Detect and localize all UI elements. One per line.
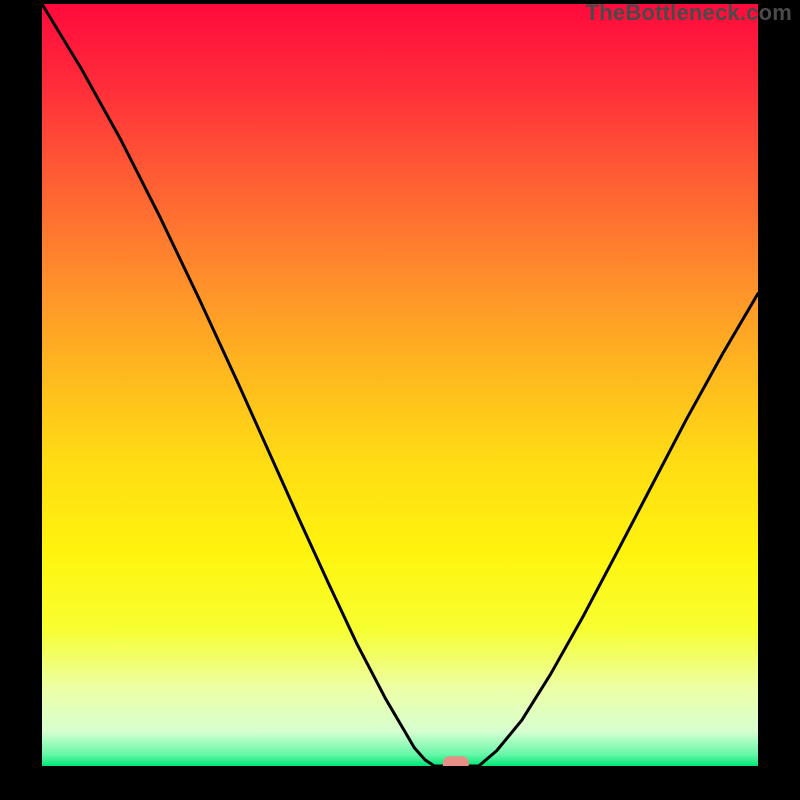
watermark-text: TheBottleneck.com: [586, 0, 792, 26]
bottleneck-chart: [0, 0, 800, 800]
chart-container: TheBottleneck.com: [0, 0, 800, 800]
gradient-background: [42, 4, 758, 766]
